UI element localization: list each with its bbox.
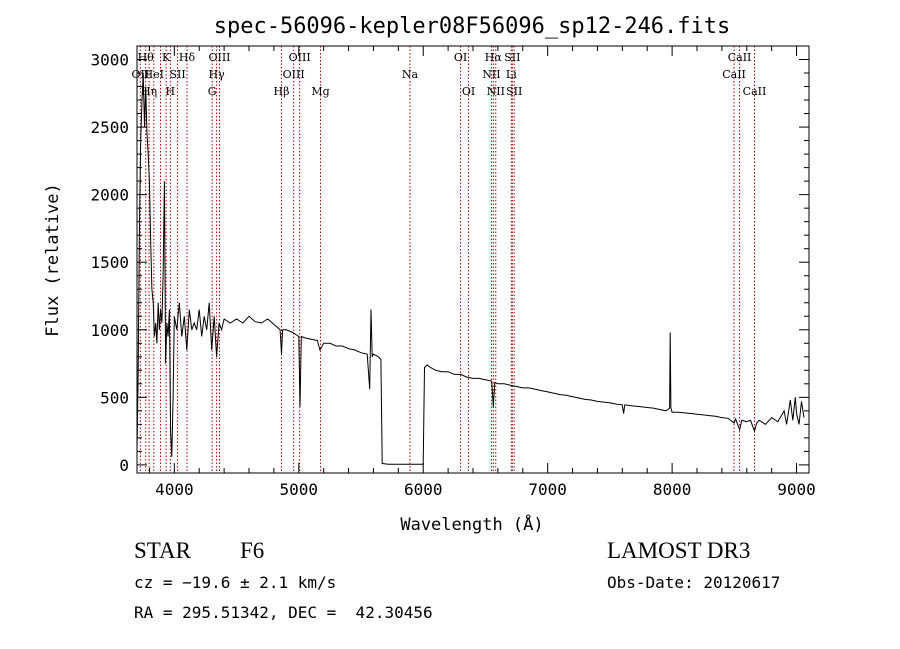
line-marker-label: NII xyxy=(487,85,505,98)
line-marker-label: Hβ xyxy=(274,85,290,98)
flux-series-line xyxy=(136,72,805,465)
line-marker-label: OIII xyxy=(208,51,230,64)
redshift-text: cz = −19.6 ± 2.1 km/s xyxy=(134,573,337,592)
object-subclass: F6 xyxy=(240,538,265,563)
y-tick-label: 3000 xyxy=(90,51,129,70)
line-marker-label: SII xyxy=(506,85,522,98)
object-class: STAR xyxy=(134,538,191,563)
x-tick-label: 6000 xyxy=(404,480,443,499)
x-axis-label: Wavelength (Å) xyxy=(400,513,543,535)
coordinates-text: RA = 295.51342, DEC = 42.30456 xyxy=(134,603,433,622)
y-tick-label: 0 xyxy=(119,456,129,475)
line-marker-label: OI xyxy=(454,51,467,64)
x-axis-ticks: 4000 5000 6000 7000 8000 9000 xyxy=(148,46,816,499)
y-tick-label: 2000 xyxy=(90,186,129,205)
y-tick-label: 1500 xyxy=(90,253,129,272)
chart-title: spec-56096-kepler08F56096_sp12-246.fits xyxy=(214,14,731,39)
x-tick-label: 5000 xyxy=(280,480,319,499)
line-marker-label: OI xyxy=(462,85,475,98)
y-tick-label: 1000 xyxy=(90,321,129,340)
x-tick-label: 7000 xyxy=(528,480,567,499)
line-marker-label: HeI xyxy=(144,68,164,81)
y-axis-label: Flux (relative) xyxy=(43,183,63,337)
emission-line-markers xyxy=(139,46,755,473)
line-marker-label: Hθ xyxy=(138,51,155,64)
line-marker-label: CaII xyxy=(728,51,752,64)
survey-label: LAMOST DR3 xyxy=(607,538,751,563)
y-tick-label: 2500 xyxy=(90,118,129,137)
line-marker-label: Li xyxy=(506,68,517,81)
line-marker-label: CaII xyxy=(743,85,767,98)
line-marker-label: K xyxy=(162,51,171,64)
line-marker-label: OIII xyxy=(289,51,311,64)
line-marker-label: Hα xyxy=(485,51,503,64)
line-marker-label: SII xyxy=(169,68,185,81)
line-marker-label: OIII xyxy=(283,68,305,81)
obs-date: Obs-Date: 20120617 xyxy=(607,573,781,592)
line-marker-label: OII xyxy=(132,68,150,81)
line-marker-label: H xyxy=(166,85,176,98)
line-marker-label: Mg xyxy=(311,85,329,98)
line-marker-label: Hγ xyxy=(209,68,226,81)
x-tick-label: 4000 xyxy=(155,480,194,499)
line-marker-label: G xyxy=(208,85,217,98)
x-tick-label: 8000 xyxy=(653,480,692,499)
line-marker-label: NII xyxy=(482,68,500,81)
line-marker-label: CaII xyxy=(722,68,746,81)
x-tick-label: 9000 xyxy=(777,480,816,499)
line-marker-label: Na xyxy=(402,68,419,81)
line-marker-label: SII xyxy=(504,51,520,64)
line-marker-label: Hδ xyxy=(179,51,196,64)
plot-frame xyxy=(136,45,810,474)
emission-line-labels: OIIHθHηHeIKHSIIHδGHγOIIIHβOIIIOIIIMgNaOI… xyxy=(132,51,767,98)
y-axis-ticks: 0 500 1000 1500 2000 2500 3000 xyxy=(90,51,809,475)
y-tick-label: 500 xyxy=(100,388,129,407)
